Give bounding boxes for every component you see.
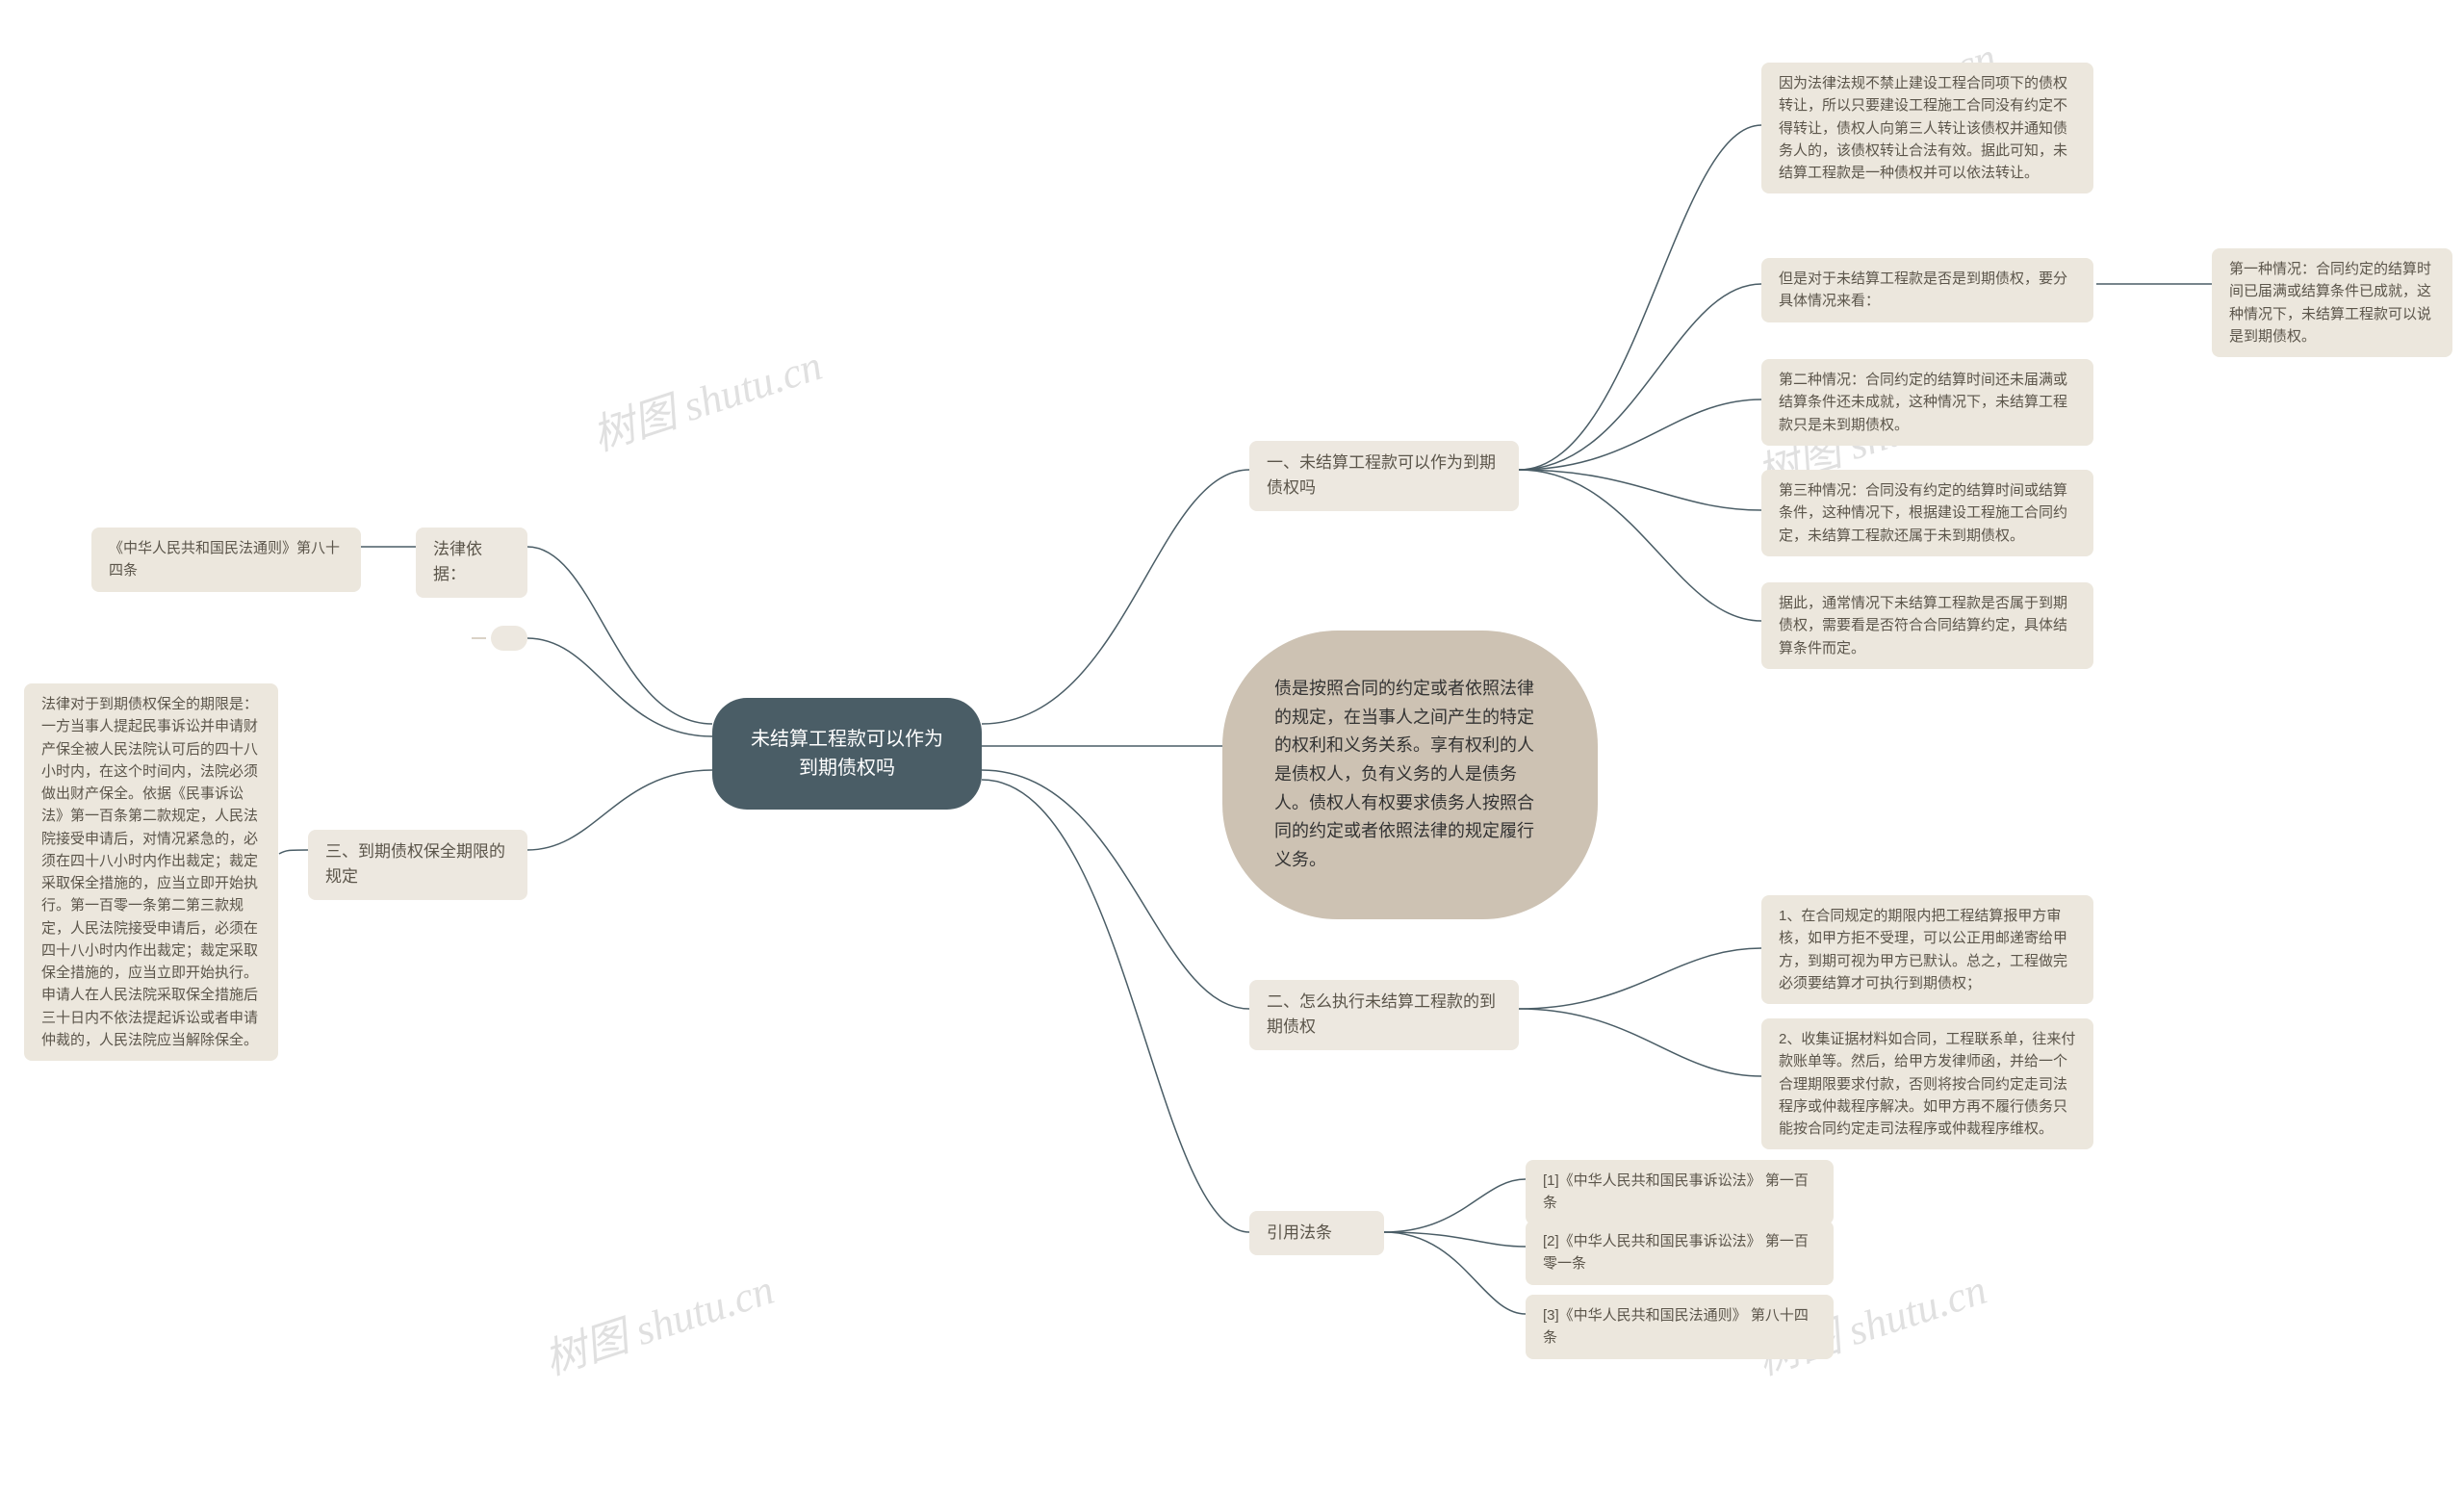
left-2-item: 法律对于到期债权保全的期限是：一方当事人提起民事诉讼并申请财产保全被人民法院认可… [24, 683, 278, 1061]
left-1-title: 法律依据： [416, 528, 527, 598]
left-1-item: 《中华人民共和国民法通则》第八十四条 [91, 528, 361, 592]
left-1-label: 法律依据： [433, 540, 482, 583]
watermark: 树图 shutu.cn [583, 330, 829, 462]
text: 1、在合同规定的期限内把工程结算报甲方审核，如甲方拒不受理，可以公正用邮递寄给甲… [1779, 908, 2067, 991]
branch-1-item-4: 第三种情况：合同没有约定的结算时间或结算条件，这种情况下，根据建设工程施工合同约… [1761, 470, 2093, 556]
intro-text: 债是按照合同的约定或者依照法律的规定，在当事人之间产生的特定的权利和义务关系。享… [1274, 679, 1534, 869]
branch-1-sub: 第一种情况：合同约定的结算时间已届满或结算条件已成就，这种情况下，未结算工程款可… [2212, 248, 2452, 357]
branch-3-item-1: [1]《中华人民共和国民事诉讼法》 第一百条 [1526, 1160, 1834, 1224]
branch-3-item-3: [3]《中华人民共和国民法通则》 第八十四条 [1526, 1295, 1834, 1359]
branch-1-label: 一、未结算工程款可以作为到期债权吗 [1267, 453, 1496, 497]
text: [2]《中华人民共和国民事诉讼法》 第一百零一条 [1543, 1233, 1809, 1272]
branch-2-label: 二、怎么执行未结算工程款的到期债权 [1267, 992, 1496, 1036]
root-label: 未结算工程款可以作为到期债权吗 [751, 729, 943, 779]
text: 因为法律法规不禁止建设工程合同项下的债权转让，所以只要建设工程施工合同没有约定不… [1779, 75, 2067, 181]
branch-3-title: 引用法条 [1249, 1211, 1384, 1255]
left-2-title: 三、到期债权保全期限的规定 [308, 830, 527, 900]
text: 但是对于未结算工程款是否是到期债权，要分具体情况来看： [1779, 270, 2067, 309]
text: 法律对于到期债权保全的期限是：一方当事人提起民事诉讼并申请财产保全被人民法院认可… [41, 696, 258, 1048]
text: 据此，通常情况下未结算工程款是否属于到期债权，需要看是否符合合同结算约定，具体结… [1779, 595, 2067, 656]
branch-1-title: 一、未结算工程款可以作为到期债权吗 [1249, 441, 1519, 511]
text: 第一种情况：合同约定的结算时间已届满或结算条件已成就，这种情况下，未结算工程款可… [2229, 261, 2431, 345]
text: 《中华人民共和国民法通则》第八十四条 [109, 540, 340, 579]
left-2-label: 三、到期债权保全期限的规定 [325, 842, 505, 886]
branch-1-item-3: 第二种情况：合同约定的结算时间还未届满或结算条件还未成就，这种情况下，未结算工程… [1761, 359, 2093, 446]
branch-3-label: 引用法条 [1267, 1223, 1332, 1242]
branch-3-item-2: [2]《中华人民共和国民事诉讼法》 第一百零一条 [1526, 1221, 1834, 1285]
branch-1-item-2: 但是对于未结算工程款是否是到期债权，要分具体情况来看： [1761, 258, 2093, 322]
branch-2-title: 二、怎么执行未结算工程款的到期债权 [1249, 980, 1519, 1050]
branch-2-item-1: 1、在合同规定的期限内把工程结算报甲方审核，如甲方拒不受理，可以公正用邮递寄给甲… [1761, 895, 2093, 1004]
text: 第三种情况：合同没有约定的结算时间或结算条件，这种情况下，根据建设工程施工合同约… [1779, 482, 2067, 544]
branch-1-item-5: 据此，通常情况下未结算工程款是否属于到期债权，需要看是否符合合同结算约定，具体结… [1761, 582, 2093, 669]
text: 第二种情况：合同约定的结算时间还未届满或结算条件还未成就，这种情况下，未结算工程… [1779, 372, 2067, 433]
empty-node [491, 626, 527, 651]
intro-node: 债是按照合同的约定或者依照法律的规定，在当事人之间产生的特定的权利和义务关系。享… [1222, 631, 1598, 919]
branch-2-item-2: 2、收集证据材料如合同，工程联系单，往来付款账单等。然后，给甲方发律师函，并给一… [1761, 1018, 2093, 1149]
text: 2、收集证据材料如合同，工程联系单，往来付款账单等。然后，给甲方发律师函，并给一… [1779, 1031, 2075, 1137]
text: [1]《中华人民共和国民事诉讼法》 第一百条 [1543, 1172, 1809, 1211]
text: [3]《中华人民共和国民法通则》 第八十四条 [1543, 1307, 1809, 1346]
branch-1-item-1: 因为法律法规不禁止建设工程合同项下的债权转让，所以只要建设工程施工合同没有约定不… [1761, 63, 2093, 193]
watermark: 树图 shutu.cn [535, 1254, 781, 1386]
root-node: 未结算工程款可以作为到期债权吗 [712, 698, 982, 810]
